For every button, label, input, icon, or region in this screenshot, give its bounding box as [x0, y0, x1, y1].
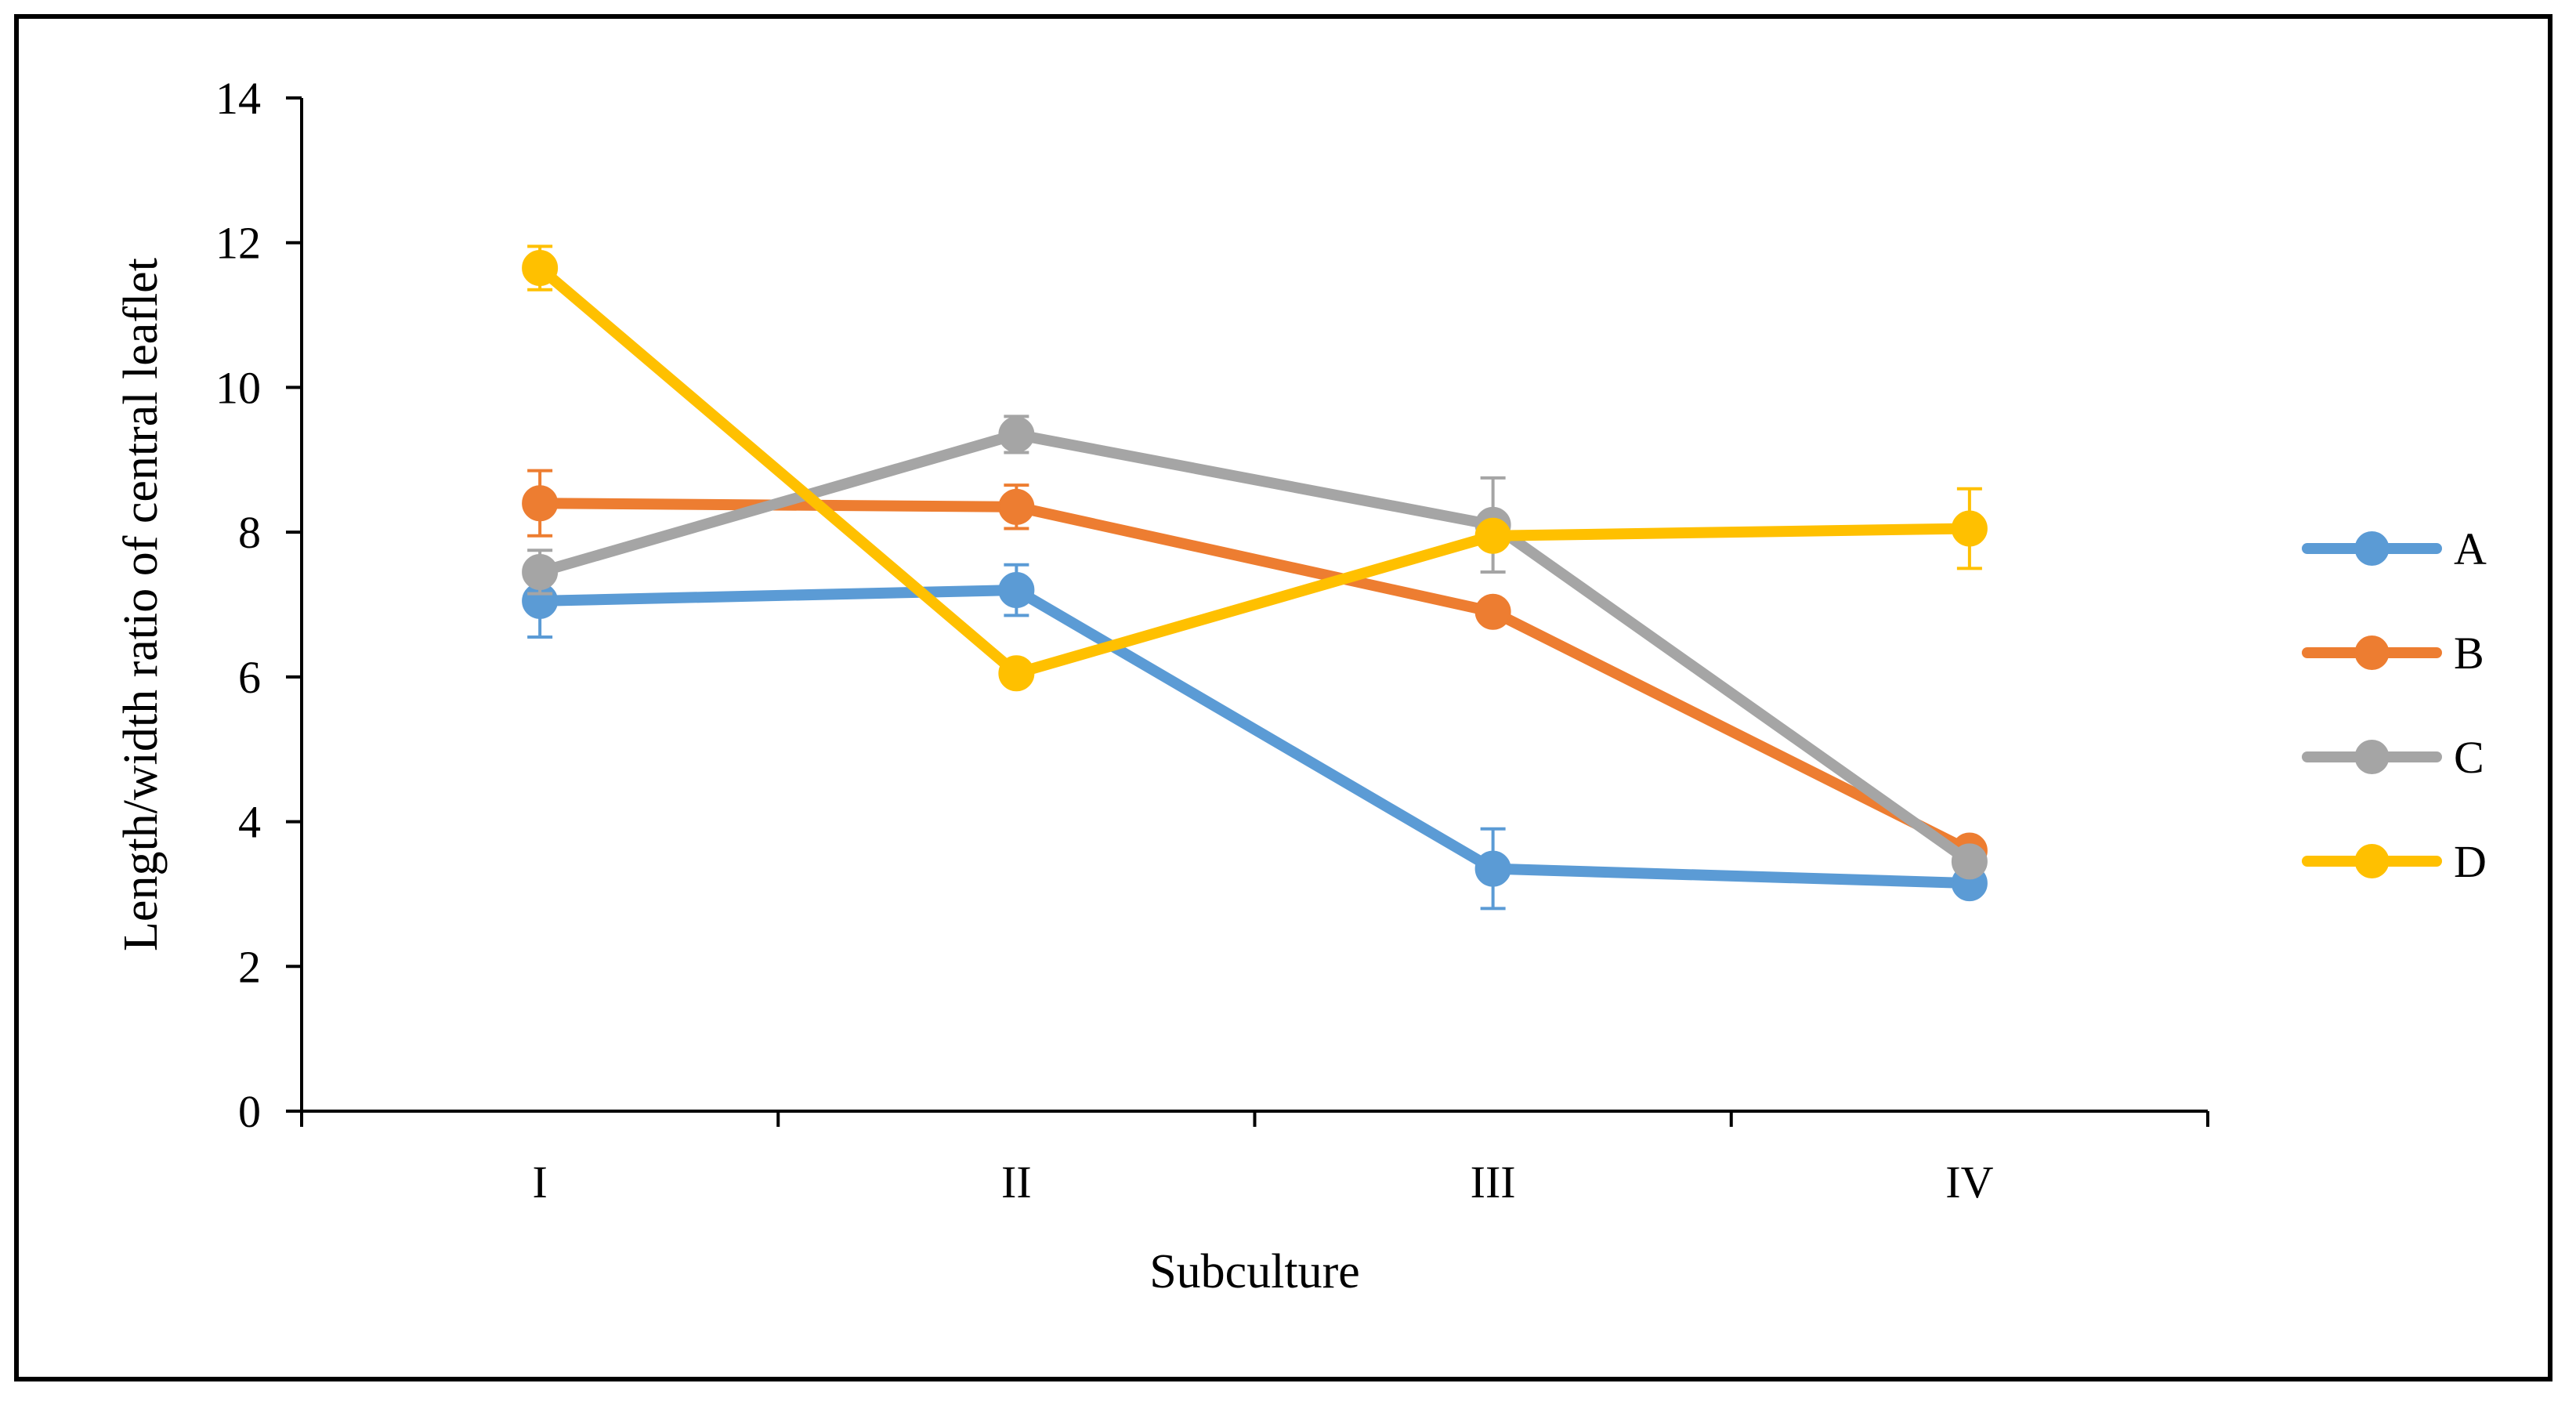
data-point-D — [1474, 517, 1511, 554]
y-ticks: 0 2 4 6 8 10 12 14 — [215, 73, 302, 1137]
y-axis-title: Length/width ratio of central leaflet — [114, 258, 168, 951]
legend-label: A — [2454, 523, 2487, 574]
legend-marker — [2354, 740, 2390, 774]
y-tick-label: 6 — [238, 652, 261, 703]
series-C — [522, 415, 1988, 880]
data-point-B — [998, 488, 1035, 525]
x-tick-label: IV — [1945, 1157, 1993, 1208]
series-A — [522, 563, 1988, 911]
data-point-D — [1951, 510, 1988, 547]
y-tick-label: 2 — [238, 941, 261, 992]
data-point-D — [998, 655, 1035, 692]
series-D — [522, 244, 1988, 692]
x-axis-title: Subculture — [1149, 1245, 1360, 1298]
data-point-C — [998, 416, 1035, 453]
data-point-C — [1951, 843, 1988, 880]
x-tick-label: I — [532, 1157, 547, 1208]
y-tick-label: 4 — [238, 797, 261, 848]
series-line-C — [534, 429, 1975, 867]
legend-item-A: A — [2302, 523, 2487, 574]
legend-marker — [2354, 531, 2390, 566]
x-ticks: I II III IV — [300, 1111, 2209, 1208]
legend-item-D: D — [2302, 836, 2487, 887]
legend-label: C — [2454, 732, 2484, 783]
legend-item-C: C — [2302, 732, 2484, 783]
data-point-B — [522, 485, 559, 522]
legend-marker — [2354, 636, 2390, 670]
x-tick-label: II — [1001, 1157, 1032, 1208]
x-tick-label: III — [1471, 1157, 1516, 1208]
legend-label: B — [2454, 628, 2484, 679]
series-line-A — [534, 585, 1975, 889]
y-tick-label: 14 — [215, 73, 261, 124]
data-point-D — [522, 250, 559, 287]
legend-item-B: B — [2302, 628, 2484, 679]
series-line-D — [534, 263, 1975, 679]
y-tick-label: 8 — [238, 507, 261, 558]
data-point-C — [522, 553, 559, 590]
data-point-A — [1474, 850, 1511, 887]
series-line-B — [534, 498, 1975, 856]
y-tick-label: 0 — [238, 1086, 261, 1137]
y-tick-label: 10 — [215, 362, 261, 413]
series — [522, 244, 1988, 911]
data-point-A — [998, 572, 1035, 609]
data-point-B — [1474, 593, 1511, 630]
legend-marker — [2354, 844, 2390, 878]
y-tick-label: 12 — [215, 218, 261, 269]
legend: A B C D — [2302, 523, 2487, 887]
legend-label: D — [2454, 836, 2487, 887]
chart-frame — [14, 14, 2552, 1381]
